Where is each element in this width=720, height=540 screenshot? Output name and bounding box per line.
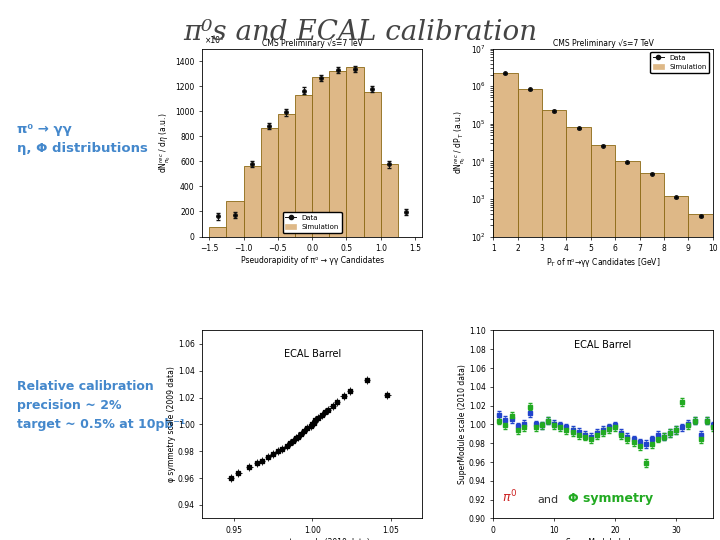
X-axis label: SuperModule Index: SuperModule Index (566, 538, 640, 540)
Bar (639, 173, 664, 540)
Text: ECAL Barrel: ECAL Barrel (284, 349, 341, 359)
X-axis label: Pseudorapidity of π⁰ → γγ Candidates: Pseudorapidity of π⁰ → γγ Candidates (240, 256, 384, 265)
Text: Φ symmetry: Φ symmetry (568, 492, 653, 505)
Bar (364, 92, 381, 237)
Y-axis label: dN$_{\pi_0}^{rec}$ / d$\eta$ (a.u.): dN$_{\pi_0}^{rec}$ / d$\eta$ (a.u.) (158, 112, 173, 173)
Text: and: and (537, 495, 558, 505)
Bar (243, 166, 261, 237)
Bar (278, 114, 295, 237)
Bar (567, 127, 591, 540)
Bar (226, 201, 243, 237)
Bar (261, 127, 278, 237)
Bar (381, 164, 398, 237)
Bar (518, 89, 542, 540)
Text: π⁰s and ECAL calibration: π⁰s and ECAL calibration (183, 19, 537, 46)
Bar (346, 68, 364, 237)
Text: Relative calibration
precision ~ 2%
target ~ 0.5% at 10pb⁻¹: Relative calibration precision ~ 2% targ… (17, 380, 186, 431)
X-axis label: P$_T$ of π⁰→γγ Candidates [GeV]: P$_T$ of π⁰→γγ Candidates [GeV] (546, 256, 660, 269)
Bar (312, 77, 329, 237)
Text: ECAL Barrel: ECAL Barrel (575, 340, 631, 350)
Bar (210, 227, 226, 237)
Text: π⁰ → γγ
η, Φ distributions: π⁰ → γγ η, Φ distributions (17, 123, 148, 155)
Title: CMS Preliminary √s=7 TeV: CMS Preliminary √s=7 TeV (552, 39, 654, 48)
Text: $\pi^0$: $\pi^0$ (502, 489, 517, 505)
Bar (295, 95, 312, 237)
Bar (542, 110, 567, 540)
Title: CMS Preliminary √s=7 TeV: CMS Preliminary √s=7 TeV (261, 39, 363, 48)
Bar (329, 71, 346, 237)
X-axis label: φ symmetry scale (2010 data): φ symmetry scale (2010 data) (254, 538, 370, 540)
Y-axis label: φ symmetry scale (2009 data): φ symmetry scale (2009 data) (167, 367, 176, 482)
Legend: Data, Simulation: Data, Simulation (283, 212, 341, 233)
Bar (615, 161, 639, 540)
Text: ×10³: ×10³ (204, 36, 224, 45)
Bar (664, 196, 688, 540)
Bar (493, 73, 518, 540)
Legend: Data, Simulation: Data, Simulation (650, 52, 709, 73)
Bar (591, 145, 615, 540)
Y-axis label: SuperModule scale (2010 data): SuperModule scale (2010 data) (458, 364, 467, 484)
Y-axis label: dN$_{\pi_0}^{rec}$ / dP$_T$ (a.u.): dN$_{\pi_0}^{rec}$ / dP$_T$ (a.u.) (453, 111, 468, 174)
Bar (688, 214, 713, 540)
